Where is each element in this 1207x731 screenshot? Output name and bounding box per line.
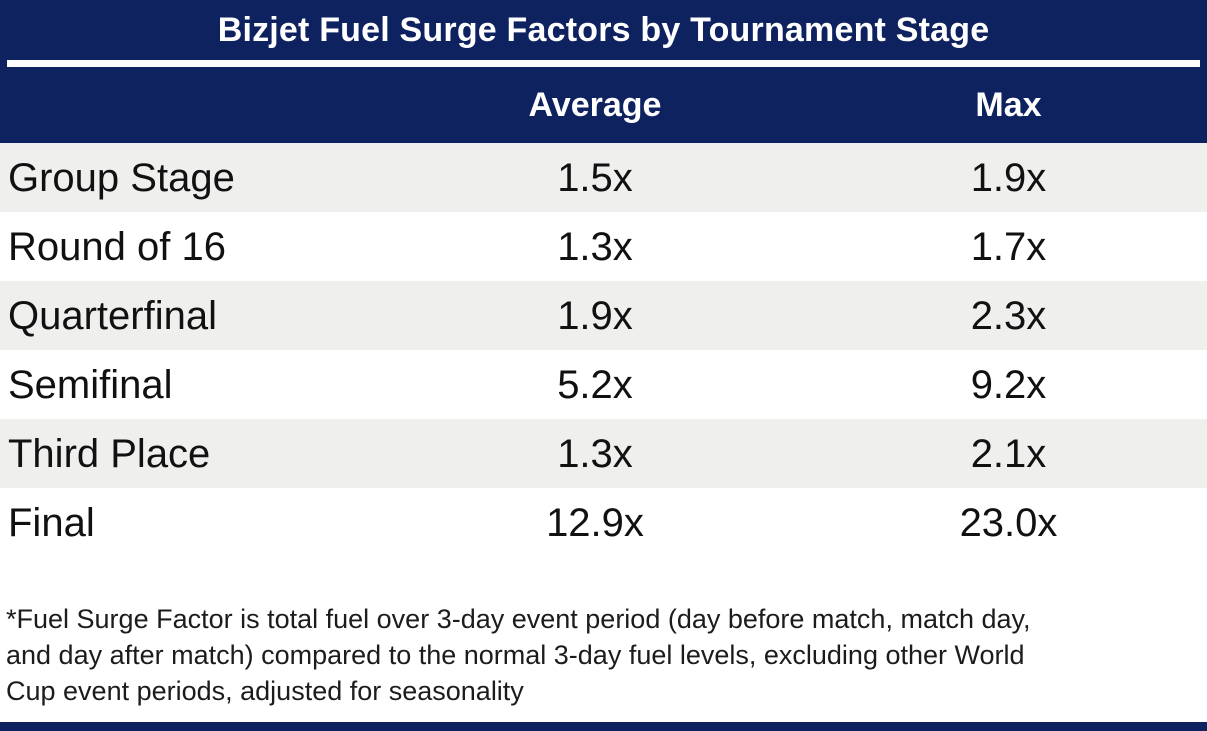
average-cell: 1.3x: [557, 431, 633, 476]
max-cell: 1.9x: [970, 155, 1047, 200]
footnote: *Fuel Surge Factor is total fuel over 3-…: [0, 601, 1207, 709]
footnote-line-1: *Fuel Surge Factor is total fuel over 3-…: [6, 604, 1031, 634]
max-cell: 1.7x: [970, 224, 1047, 269]
max-cell: 2.3x: [970, 293, 1047, 338]
table-row: Group Stage 1.5x 1.9x: [0, 143, 1207, 212]
average-cell: 12.9x: [546, 500, 644, 545]
stage-cell: Third Place: [8, 431, 211, 476]
table-row: Round of 16 1.3x 1.7x: [0, 212, 1207, 281]
title-area: Bizjet Fuel Surge Factors by Tournament …: [0, 0, 1207, 60]
stage-cell: Quarterfinal: [8, 293, 217, 338]
stage-cell: Semifinal: [8, 362, 173, 407]
stage-cell: Group Stage: [8, 155, 235, 200]
max-cell: 2.1x: [970, 431, 1047, 476]
table-row: Semifinal 5.2x 9.2x: [0, 350, 1207, 419]
table-row: Third Place 1.3x 2.1x: [0, 419, 1207, 488]
max-cell: 23.0x: [959, 500, 1058, 545]
column-header-max: Max: [975, 85, 1042, 124]
page-title: Bizjet Fuel Surge Factors by Tournament …: [217, 10, 990, 49]
average-cell: 5.2x: [557, 362, 633, 407]
average-cell: 1.3x: [557, 224, 633, 269]
column-header-row: Average Max: [0, 67, 1207, 143]
column-header-average: Average: [528, 85, 662, 124]
stage-cell: Round of 16: [8, 224, 226, 269]
table-row: Quarterfinal 1.9x 2.3x: [0, 281, 1207, 350]
stage-cell: Final: [8, 500, 95, 545]
bottom-rule: [0, 722, 1207, 731]
average-cell: 1.9x: [557, 293, 633, 338]
footnote-line-3: Cup event periods, adjusted for seasonal…: [6, 676, 524, 706]
table-header-band: Bizjet Fuel Surge Factors by Tournament …: [0, 0, 1207, 143]
table-row: Final 12.9x 23.0x: [0, 488, 1207, 557]
footnote-line-2: and day after match) compared to the nor…: [6, 640, 1025, 670]
average-cell: 1.5x: [557, 155, 633, 200]
table-body: Group Stage 1.5x 1.9x Round of 16 1.3x 1.7x Qu…: [0, 143, 1207, 557]
max-cell: 9.2x: [970, 362, 1047, 407]
title-separator-rule: [7, 60, 1200, 67]
